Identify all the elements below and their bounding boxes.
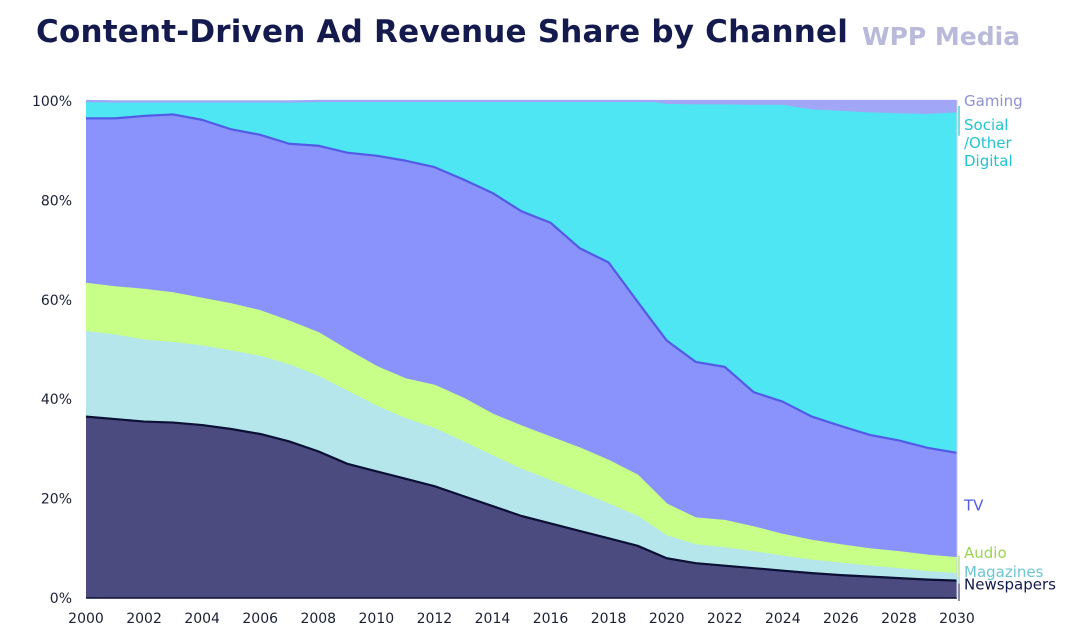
chart-title: Content-Driven Ad Revenue Share by Chann…: [36, 14, 849, 50]
y-tick-60: 60%: [41, 293, 72, 309]
series-boundary-lines: [85, 99, 958, 599]
area-social-other-digital: [86, 101, 957, 453]
area-newspapers: [86, 416, 957, 598]
line-gaming: [85, 99, 957, 103]
x-tick-2022: 2022: [707, 611, 743, 627]
label-newspapers: Newspapers: [964, 576, 1056, 594]
x-tick-2008: 2008: [300, 611, 336, 627]
x-tick-2014: 2014: [475, 611, 511, 627]
x-tick-2002: 2002: [126, 611, 162, 627]
y-tick-20: 20%: [41, 492, 72, 508]
y-tick-100: 100%: [32, 94, 72, 110]
y-tick-40: 40%: [41, 392, 72, 408]
label-social-other-digital: Social/Other Digital: [964, 116, 1013, 170]
area-magazines: [86, 332, 957, 581]
label-tv: TV: [963, 497, 984, 515]
y-tick-0: 0%: [50, 591, 72, 607]
x-tick-2026: 2026: [823, 611, 859, 627]
x-tick-2016: 2016: [533, 611, 569, 627]
x-tick-2020: 2020: [649, 611, 685, 627]
y-tick-80: 80%: [41, 193, 72, 209]
x-tick-2012: 2012: [417, 611, 453, 627]
line-audio: [85, 282, 958, 560]
label-gaming: Gaming: [964, 92, 1023, 110]
x-tick-2010: 2010: [359, 611, 395, 627]
line-tv: [86, 113, 958, 454]
brand-logo: WPP Media: [862, 22, 1021, 51]
x-tick-2004: 2004: [184, 611, 220, 627]
x-tick-2030: 2030: [939, 611, 975, 627]
label-social-other-digital-line: Social: [964, 116, 1008, 134]
series-areas: [86, 101, 957, 598]
x-axis-ticks: 2000 2002 2004 2006 2008 2010 2012 2014 2016 2018…: [68, 611, 975, 627]
y-axis-ticks: 0% 20% 40% 60% 80% 100%: [32, 94, 72, 607]
line-magazines: [85, 331, 958, 576]
x-tick-2028: 2028: [881, 611, 917, 627]
x-tick-2018: 2018: [591, 611, 627, 627]
line-newspapers: [85, 415, 958, 582]
area-tv: [86, 114, 957, 559]
label-social-other-digital-line: Digital: [964, 152, 1013, 170]
area-gaming: [86, 101, 957, 115]
label-social-other-digital-line: /Other: [964, 134, 1012, 152]
x-tick-2006: 2006: [242, 611, 278, 627]
x-tick-2000: 2000: [68, 611, 104, 627]
area-audio: [86, 283, 957, 575]
label-audio: Audio: [964, 544, 1007, 562]
x-tick-2024: 2024: [765, 611, 801, 627]
label-magazines: Magazines: [964, 563, 1044, 581]
